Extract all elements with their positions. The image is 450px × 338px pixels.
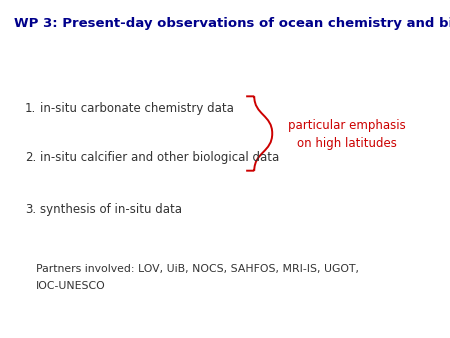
Text: particular emphasis: particular emphasis [288,119,405,131]
Text: 1.: 1. [25,102,36,115]
Text: synthesis of in-situ data: synthesis of in-situ data [40,203,183,216]
Text: in-situ calcifier and other biological data: in-situ calcifier and other biological d… [40,151,280,164]
Text: 2.: 2. [25,151,36,164]
Text: IOC-UNESCO: IOC-UNESCO [36,281,106,291]
Text: on high latitudes: on high latitudes [297,137,396,150]
Text: in-situ carbonate chemistry data: in-situ carbonate chemistry data [40,102,234,115]
Text: 3.: 3. [25,203,36,216]
Text: WP 3: Present-day observations of ocean chemistry and biogeography: WP 3: Present-day observations of ocean … [14,17,450,30]
Text: Partners involved: LOV, UiB, NOCS, SAHFOS, MRI-IS, UGOT,: Partners involved: LOV, UiB, NOCS, SAHFO… [36,264,359,274]
